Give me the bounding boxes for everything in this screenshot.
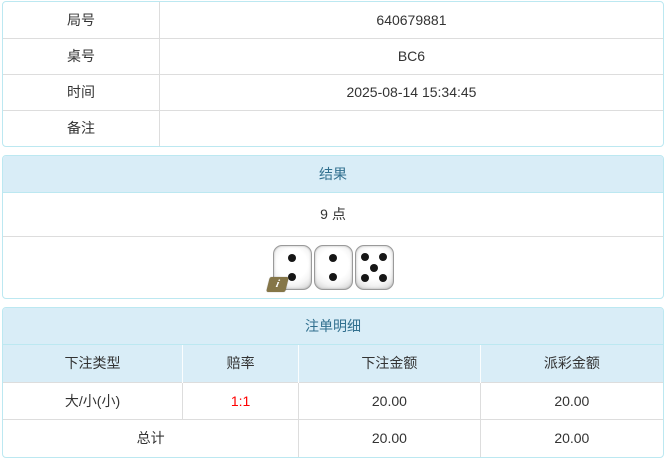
round-info-table: 局号 640679881 桌号 BC6 时间 2025-08-14 15:34:… [3, 2, 663, 146]
table-row: 桌号 BC6 [3, 37, 663, 75]
bet-type: 大/小(小) [3, 381, 183, 419]
total-label: 总计 [3, 418, 299, 457]
table-row: 局号 640679881 [3, 2, 663, 39]
time-value: 2025-08-14 15:34:45 [158, 73, 663, 111]
table-id-value: BC6 [158, 37, 663, 75]
col-bet-amount: 下注金额 [298, 345, 481, 382]
info-icon[interactable]: i [265, 277, 289, 292]
bet-payout: 20.00 [479, 381, 663, 419]
bet-row: 大/小(小) 1:1 20.00 20.00 [3, 381, 663, 419]
result-points: 9 点 [3, 193, 663, 237]
dice-row: i [3, 237, 663, 298]
bets-panel: 注单明细 下注类型 赔率 下注金额 派彩金额 大/小(小) 1:1 20.00 … [2, 307, 664, 458]
die-pip [361, 274, 370, 283]
result-panel-title: 结果 [3, 156, 663, 193]
bet-amount: 20.00 [298, 381, 481, 419]
total-row: 总计 20.00 20.00 [3, 418, 663, 457]
col-bet-type: 下注类型 [3, 345, 183, 382]
die-pip [288, 273, 296, 282]
die-5-icon [354, 245, 394, 290]
col-payout-amount: 派彩金额 [479, 345, 663, 382]
total-bet-amount: 20.00 [298, 418, 481, 457]
die-pip [378, 274, 387, 283]
total-payout-amount: 20.00 [479, 418, 663, 457]
die-pip [370, 263, 378, 272]
table-row: 备注 [3, 109, 663, 146]
col-odds: 赔率 [182, 345, 299, 382]
bets-panel-title: 注单明细 [3, 308, 663, 345]
result-panel: 结果 9 点 i [2, 155, 664, 299]
bet-odds: 1:1 [182, 381, 299, 419]
table-row: 时间 2025-08-14 15:34:45 [3, 73, 663, 111]
die-pip [361, 252, 370, 261]
die-pip [329, 253, 337, 262]
die-2-icon: i [265, 245, 312, 292]
remark-label: 备注 [3, 109, 160, 146]
die-pip [288, 253, 296, 262]
die-pip [378, 252, 387, 261]
die-2-icon [313, 245, 353, 290]
remark-value [158, 109, 663, 146]
die-pip [329, 273, 337, 282]
round-id-value: 640679881 [158, 2, 663, 39]
bets-table: 下注类型 赔率 下注金额 派彩金额 大/小(小) 1:1 20.00 20.00… [3, 345, 663, 457]
round-id-label: 局号 [3, 2, 160, 39]
bets-header-row: 下注类型 赔率 下注金额 派彩金额 [3, 345, 663, 382]
time-label: 时间 [3, 73, 160, 111]
table-id-label: 桌号 [3, 37, 160, 75]
round-info-panel: 局号 640679881 桌号 BC6 时间 2025-08-14 15:34:… [2, 1, 664, 147]
